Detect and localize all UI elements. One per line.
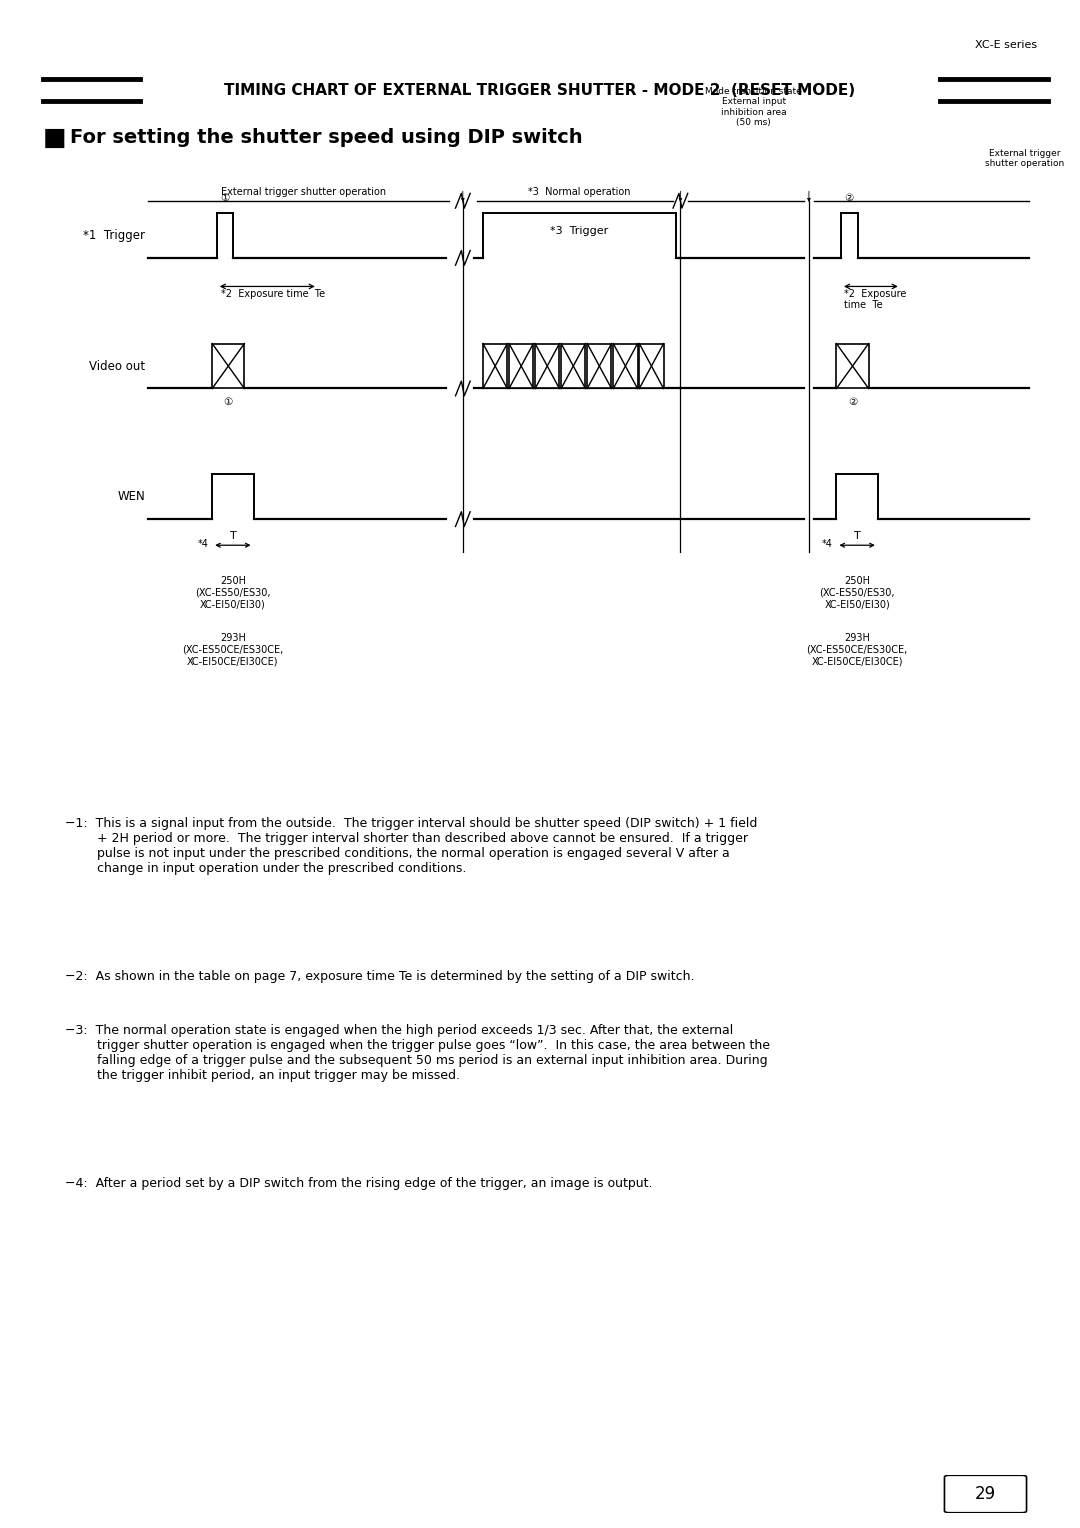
Bar xyxy=(639,344,663,388)
Text: *2  Exposure
time  Te: *2 Exposure time Te xyxy=(843,289,906,310)
Text: WEN: WEN xyxy=(118,490,145,503)
Text: External trigger
shutter operation: External trigger shutter operation xyxy=(985,148,1064,168)
Text: 250H
(XC-ES50/ES30,
XC-EI50/EI30): 250H (XC-ES50/ES30, XC-EI50/EI30) xyxy=(195,576,271,610)
Text: ①: ① xyxy=(220,193,230,203)
Text: T: T xyxy=(854,532,861,541)
Text: Mode transition state
External input
inhibition area
(50 ms): Mode transition state External input inh… xyxy=(705,87,802,127)
Text: TIMING CHART OF EXTERNAL TRIGGER SHUTTER - MODE 2  (RESET MODE): TIMING CHART OF EXTERNAL TRIGGER SHUTTER… xyxy=(225,83,855,98)
Bar xyxy=(212,344,244,388)
Text: ①: ① xyxy=(224,397,233,406)
Text: 293H
(XC-ES50CE/ES30CE,
XC-EI50CE/EI30CE): 293H (XC-ES50CE/ES30CE, XC-EI50CE/EI30CE… xyxy=(183,634,283,666)
Text: *2  Exposure time  Te: *2 Exposure time Te xyxy=(221,289,325,299)
Text: *1  Trigger: *1 Trigger xyxy=(83,229,145,241)
Text: −4:  After a period set by a DIP switch from the rising edge of the trigger, an : −4: After a period set by a DIP switch f… xyxy=(65,1177,652,1190)
Text: −1:  This is a signal input from the outside.  The trigger interval should be sh: −1: This is a signal input from the outs… xyxy=(65,817,757,876)
Bar xyxy=(535,344,559,388)
Text: *4: *4 xyxy=(822,538,833,549)
Text: ②: ② xyxy=(848,397,858,406)
Text: 293H
(XC-ES50CE/ES30CE,
XC-EI50CE/EI30CE): 293H (XC-ES50CE/ES30CE, XC-EI50CE/EI30CE… xyxy=(807,634,907,666)
Text: XC-E series: XC-E series xyxy=(974,40,1037,50)
Text: −2:  As shown in the table on page 7, exposure time Te is determined by the sett: −2: As shown in the table on page 7, exp… xyxy=(65,970,694,984)
Text: *3  Trigger: *3 Trigger xyxy=(551,226,608,237)
Text: ②: ② xyxy=(845,193,854,203)
Text: T: T xyxy=(229,532,237,541)
Bar xyxy=(562,344,585,388)
Bar xyxy=(588,344,611,388)
Text: ■: ■ xyxy=(43,125,67,150)
Bar xyxy=(509,344,534,388)
Text: −3:  The normal operation state is engaged when the high period exceeds 1/3 sec.: −3: The normal operation state is engage… xyxy=(65,1024,770,1082)
Text: For setting the shutter speed using DIP switch: For setting the shutter speed using DIP … xyxy=(70,128,583,147)
Bar xyxy=(837,344,868,388)
Text: 29: 29 xyxy=(975,1485,996,1502)
Text: 250H
(XC-ES50/ES30,
XC-EI50/EI30): 250H (XC-ES50/ES30, XC-EI50/EI30) xyxy=(820,576,895,610)
FancyBboxPatch shape xyxy=(944,1476,1026,1513)
Bar xyxy=(483,344,508,388)
Text: *4: *4 xyxy=(198,538,208,549)
Text: *3  Normal operation: *3 Normal operation xyxy=(528,186,631,197)
Text: External trigger shutter operation: External trigger shutter operation xyxy=(221,186,387,197)
Text: Video out: Video out xyxy=(89,359,145,373)
Bar xyxy=(613,344,637,388)
